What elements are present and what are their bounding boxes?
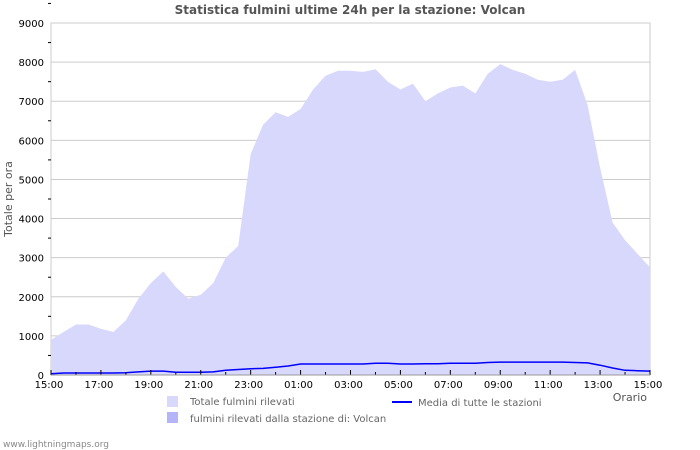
plot-area [50,64,651,375]
x-tick-label: 07:00 [434,380,463,391]
x-tick-label: 19:00 [134,380,163,391]
x-tick-label: 09:00 [484,380,513,391]
series-total-area [51,64,650,375]
y-tick-label: 1000 [19,332,44,343]
y-tick-label: 4000 [19,215,44,226]
y-tick-label: 7000 [19,97,44,108]
x-tick-label: 05:00 [384,380,413,391]
x-tick-label: 01:00 [284,380,313,391]
axes: 0 1000 2000 3000 4000 5000 6000 7000 8000 9000 15:… [19,2,663,391]
x-tick-label: 11:00 [534,380,563,391]
legend: Totale fulmini rilevati fulmini rilevati… [167,396,542,425]
legend-label-total: Totale fulmini rilevati [189,397,295,408]
y-tick-label: 9000 [19,19,44,30]
y-tick-label: 8000 [19,58,44,69]
legend-swatch-station [167,412,178,423]
y-tick-label: 6000 [19,136,44,147]
x-axis-label: Orario [613,391,648,404]
legend-label-station: fulmini rilevati dalla stazione di: Volc… [190,414,386,425]
x-tick-label: 23:00 [234,380,263,391]
x-tick-label: 21:00 [184,380,213,391]
chart-title: Statistica fulmini ultime 24h per la sta… [175,3,526,17]
y-tick-label: 2000 [19,293,44,304]
legend-swatch-total [167,396,178,407]
y-axis-label: Totale per ora [2,161,15,238]
x-tick-label: 13:00 [584,380,613,391]
x-tick-label: 15:00 [35,380,64,391]
x-tick-label: 17:00 [85,380,114,391]
y-tick-label: 3000 [19,254,44,265]
x-tick-label: 15:00 [634,380,663,391]
legend-label-average: Media di tutte le stazioni [418,398,542,409]
y-tick-label: 0 [38,371,44,382]
footer-link[interactable]: www.lightningmaps.org [3,440,109,450]
x-tick-label: 03:00 [334,380,363,391]
y-tick-label: 5000 [19,175,44,186]
